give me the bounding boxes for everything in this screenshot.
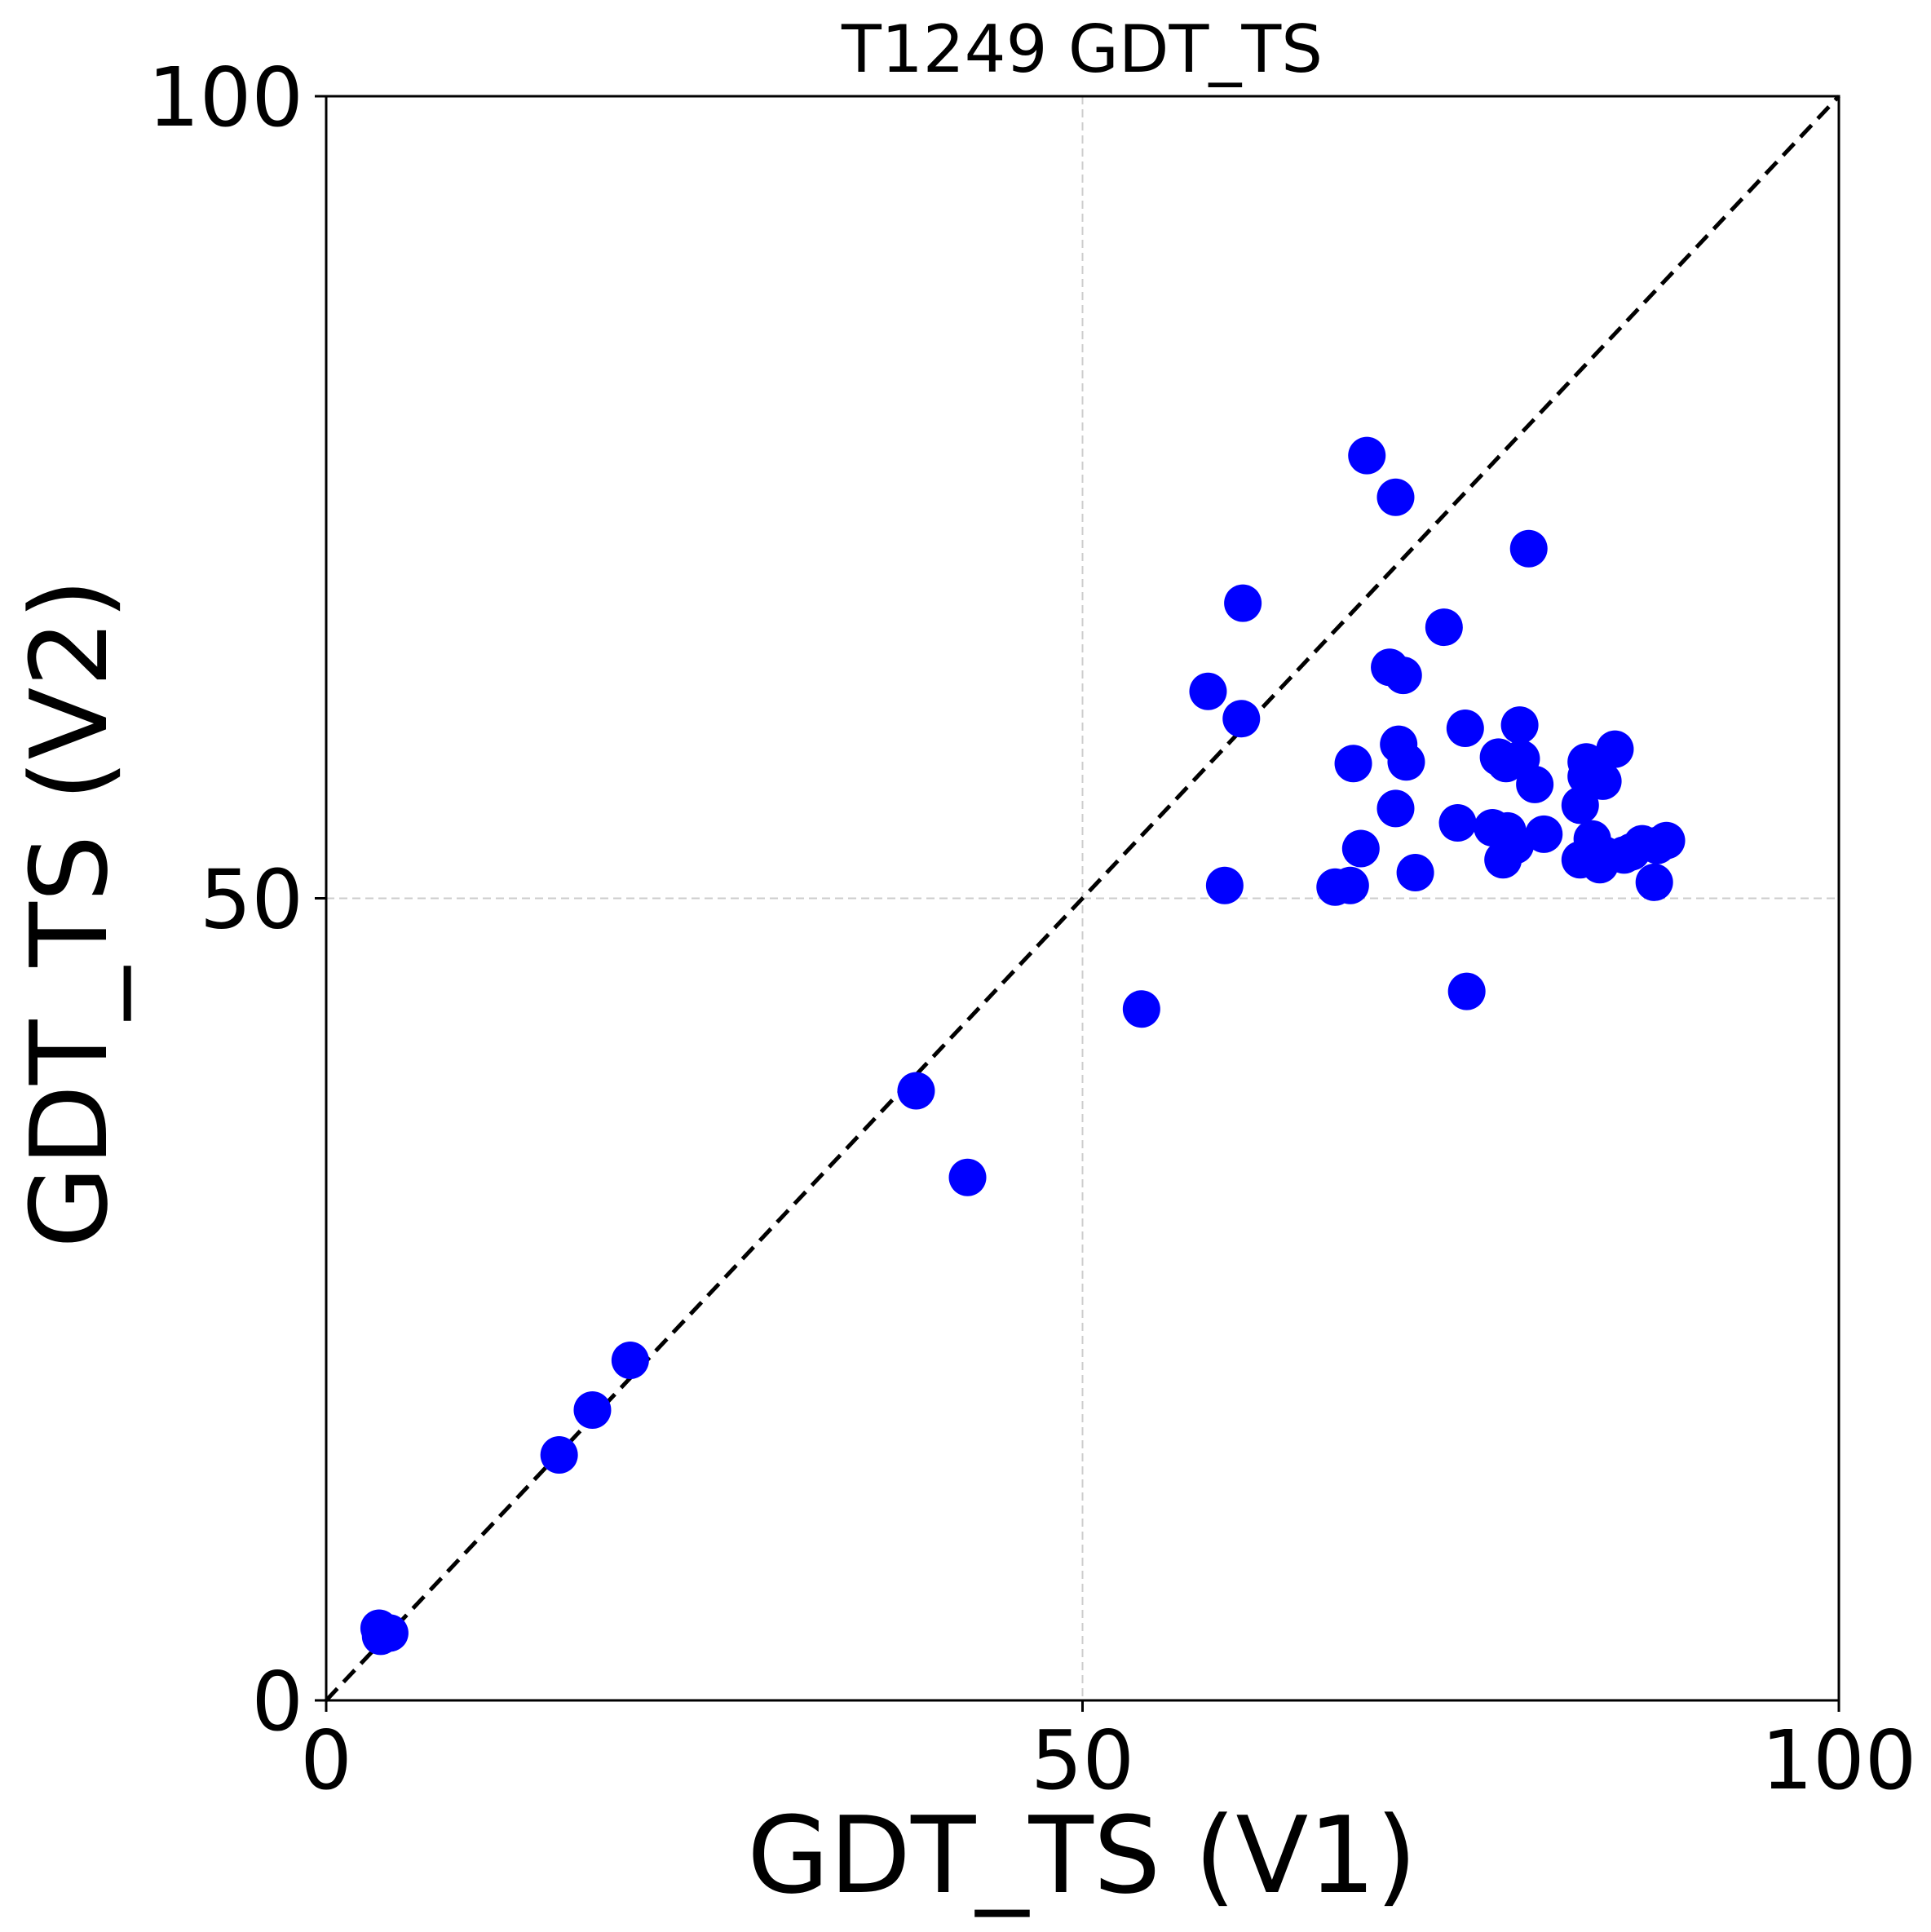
x-tick-label: 0: [300, 1713, 352, 1808]
data-point: [1647, 821, 1686, 860]
x-tick-label: 50: [1031, 1713, 1134, 1808]
x-tick-label: 100: [1761, 1713, 1917, 1808]
y-tick-label: 100: [148, 50, 303, 145]
data-point: [370, 1614, 409, 1652]
data-point: [1348, 436, 1386, 475]
data-point: [1438, 804, 1477, 842]
data-point: [1446, 709, 1484, 747]
data-point: [1387, 743, 1425, 781]
data-point: [1224, 584, 1262, 622]
data-point: [1376, 789, 1415, 828]
chart-title: T1249 GDT_TS: [841, 11, 1323, 87]
x-axis-label: GDT_TS (V1): [747, 1793, 1417, 1917]
y-tick-label: 50: [200, 852, 303, 948]
data-point: [1635, 863, 1673, 901]
data-point: [1376, 478, 1415, 516]
data-point: [1425, 608, 1463, 647]
data-point: [1525, 815, 1563, 853]
data-point: [611, 1341, 649, 1379]
y-tick-label: 0: [251, 1654, 303, 1749]
data-point: [1596, 730, 1634, 768]
data-point: [1516, 765, 1554, 803]
data-point: [1189, 672, 1227, 710]
data-point: [1561, 786, 1599, 825]
data-point: [1509, 529, 1548, 568]
data-point: [573, 1390, 612, 1429]
data-point: [1384, 657, 1422, 695]
y-axis-label: GDT_TS (V2): [7, 578, 131, 1249]
data-point: [1334, 745, 1372, 783]
data-point: [948, 1158, 987, 1196]
x-axis-ticks: 0 50 100: [300, 1700, 1916, 1808]
data-point: [897, 1072, 935, 1110]
reference-diagonal-line: [325, 95, 1840, 1702]
data-point: [1447, 972, 1486, 1010]
data-point: [540, 1436, 578, 1474]
data-point: [1496, 826, 1535, 864]
data-point: [1584, 762, 1622, 800]
data-point: [1222, 700, 1261, 738]
data-point: [1341, 829, 1380, 868]
data-point: [1205, 866, 1244, 904]
data-point: [1331, 866, 1369, 904]
data-point: [1500, 706, 1539, 745]
data-point: [1396, 854, 1434, 892]
data-points: [360, 436, 1686, 1656]
data-point: [1122, 990, 1160, 1028]
y-axis-ticks: 0 50 100: [148, 50, 326, 1749]
